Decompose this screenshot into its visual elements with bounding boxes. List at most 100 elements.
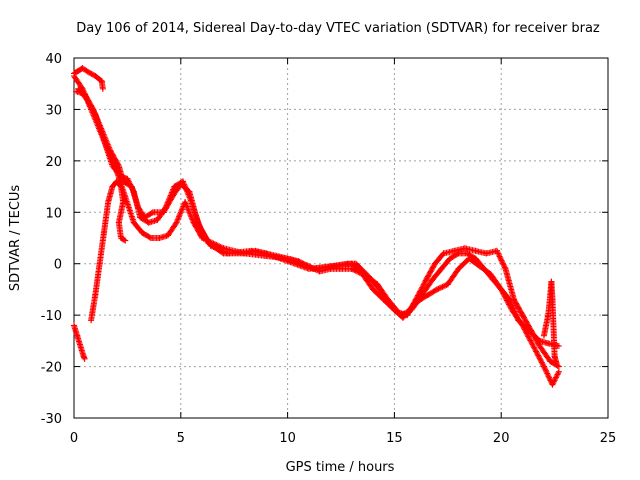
x-tick-label: 0 (70, 431, 78, 446)
data-point (129, 185, 136, 192)
data-point (125, 178, 132, 185)
data-point (130, 187, 137, 194)
data-point (426, 271, 433, 277)
data-point (125, 177, 132, 184)
data-point (439, 283, 446, 290)
data-point (521, 316, 528, 322)
data-point (553, 373, 560, 379)
data-point (419, 284, 426, 291)
data-point (500, 261, 507, 268)
data-point (535, 353, 542, 360)
data-point (146, 234, 153, 241)
data-point (528, 327, 535, 334)
data-point (421, 280, 428, 287)
data-point (126, 180, 133, 187)
data-point (87, 102, 94, 109)
y-tick-label: -30 (41, 412, 62, 427)
data-point (532, 347, 539, 354)
data-point (550, 380, 557, 387)
data-point (531, 345, 538, 352)
series-track-f (71, 322, 88, 362)
data-point (523, 330, 530, 337)
y-tick-label: -20 (41, 361, 62, 376)
data-point (501, 263, 508, 270)
data-point (209, 243, 216, 250)
data-point (406, 308, 413, 315)
data-point (538, 358, 545, 365)
data-point (113, 159, 120, 166)
data-point (501, 264, 508, 271)
data-point (522, 317, 529, 324)
data-point (435, 285, 442, 292)
data-point (516, 307, 523, 313)
x-tick-label: 5 (177, 431, 185, 446)
data-point (517, 308, 524, 315)
data-point (546, 374, 553, 381)
data-point (114, 160, 121, 167)
data-point (539, 360, 546, 367)
series-track-a (71, 65, 106, 92)
data-point (518, 310, 525, 317)
data-point (213, 245, 220, 252)
y-axis: 40 30 20 10 0 -10 -20 -30 (41, 52, 608, 427)
data-point (88, 105, 95, 112)
data-point (525, 322, 532, 329)
data-point (127, 181, 134, 188)
data-point (495, 250, 502, 257)
data-point (81, 355, 88, 362)
data-point (496, 253, 503, 260)
data-point (411, 299, 418, 306)
data-point (549, 381, 556, 388)
data-point (128, 184, 135, 191)
data-point (90, 109, 97, 115)
data-point (494, 249, 501, 256)
data-point (219, 247, 226, 254)
data-point (526, 325, 533, 331)
data-point (405, 309, 412, 316)
data-point (214, 245, 221, 252)
data-point (550, 378, 557, 385)
data-point (408, 304, 415, 311)
data-point (511, 298, 518, 304)
data-point (436, 285, 443, 292)
data-point (442, 282, 449, 289)
data-point (305, 264, 312, 271)
data-point (513, 300, 520, 307)
data-point (555, 370, 562, 377)
data-point (417, 288, 424, 295)
data-point (295, 259, 302, 266)
data-point (515, 304, 522, 311)
data-point (434, 286, 441, 293)
data-point (428, 267, 435, 274)
data-point (541, 364, 548, 371)
x-axis: 0 5 10 15 20 25 (70, 58, 616, 446)
data-point (555, 368, 562, 375)
y-tick-label: 10 (45, 206, 62, 221)
data-point (297, 260, 304, 267)
data-point (99, 85, 106, 92)
chart-title: Day 106 of 2014, Sidereal Day-to-day VTE… (76, 21, 600, 36)
data-point (530, 332, 537, 339)
data-point (420, 281, 427, 288)
data-point (216, 246, 223, 253)
data-point (88, 70, 95, 77)
data-point (419, 283, 426, 289)
data-point (423, 276, 430, 283)
y-tick-label: 0 (54, 258, 62, 273)
data-point (518, 309, 525, 316)
data-point (290, 257, 297, 264)
data-point (526, 336, 533, 343)
data-point (417, 287, 424, 294)
series-track-e (88, 178, 129, 324)
data-point (220, 248, 227, 255)
data-point (499, 260, 506, 267)
data-point (512, 299, 519, 306)
data-point (537, 356, 544, 363)
data-point (546, 376, 553, 383)
data-point (122, 237, 129, 244)
x-tick-label: 25 (600, 431, 617, 446)
data-point (422, 278, 429, 285)
data-point (124, 175, 131, 182)
data-point (413, 295, 420, 302)
